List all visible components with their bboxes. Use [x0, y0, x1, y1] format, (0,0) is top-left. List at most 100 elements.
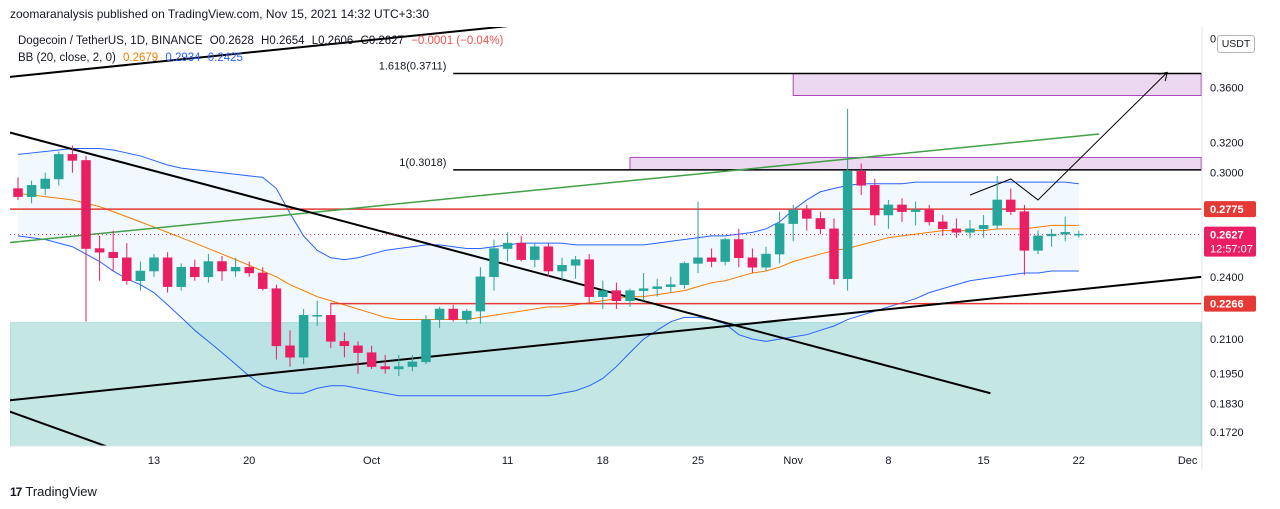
bb-basis-line[interactable] [17, 192, 1079, 321]
candle[interactable] [747, 248, 758, 273]
price-axis-label[interactable]: 0.2627 12:57:07 [1204, 226, 1256, 257]
plot-area[interactable]: 1.618(0.3711) 1(0.3018) [4, 25, 1202, 449]
candle[interactable] [938, 215, 948, 236]
candle[interactable] [258, 267, 268, 291]
candle[interactable] [992, 175, 1002, 229]
candle[interactable] [135, 261, 146, 291]
green-trendline[interactable] [4, 133, 1100, 244]
candle[interactable] [883, 199, 894, 229]
candle[interactable] [856, 163, 866, 196]
candle[interactable] [122, 243, 132, 285]
candle[interactable] [829, 218, 839, 285]
top-trendline[interactable] [4, 25, 521, 78]
candle[interactable] [1060, 216, 1070, 242]
candle[interactable] [489, 239, 499, 291]
candle[interactable] [462, 309, 472, 324]
candle[interactable] [951, 218, 962, 238]
candle[interactable] [298, 309, 309, 365]
candle[interactable] [598, 280, 608, 310]
candle[interactable] [652, 278, 662, 297]
price-axis-label[interactable]: 0.2266 [1204, 295, 1256, 312]
candle[interactable] [475, 267, 486, 324]
candle[interactable] [13, 177, 23, 200]
candle[interactable] [761, 246, 771, 272]
candle[interactable] [720, 237, 730, 266]
candle[interactable] [312, 300, 322, 326]
indicator-legend[interactable]: BB (20, close, 2, 0) 0.2679 0.2934 0.242… [18, 52, 247, 64]
candle[interactable] [353, 341, 363, 374]
candle[interactable] [448, 304, 458, 322]
candle[interactable] [965, 220, 975, 238]
candle[interactable] [584, 254, 594, 303]
candle[interactable] [734, 228, 744, 268]
x-tick-label: 22 [1073, 455, 1085, 467]
candle[interactable] [693, 201, 703, 273]
candle[interactable] [897, 198, 907, 222]
bottom-trendline[interactable] [4, 410, 113, 449]
candle[interactable] [910, 201, 921, 226]
candle[interactable] [870, 178, 880, 226]
price-axis-label[interactable]: 0.2775 [1204, 201, 1256, 218]
candle[interactable] [190, 259, 200, 281]
candle[interactable] [788, 204, 798, 242]
candle[interactable] [774, 211, 785, 264]
candle[interactable] [530, 243, 540, 268]
resistance-zone[interactable] [629, 156, 1202, 171]
candle[interactable] [924, 204, 934, 226]
candle[interactable] [244, 261, 254, 277]
candle[interactable] [557, 257, 567, 281]
currency-badge[interactable]: USDT [1217, 35, 1255, 53]
candle[interactable] [94, 235, 105, 281]
candle[interactable] [271, 284, 282, 360]
candle[interactable] [543, 243, 554, 277]
candle[interactable] [149, 254, 159, 277]
candle[interactable] [802, 204, 812, 231]
bb-lower-line[interactable] [17, 235, 1079, 397]
candle[interactable] [516, 235, 526, 262]
candle[interactable] [108, 230, 118, 272]
candle[interactable] [81, 155, 91, 322]
candle[interactable] [706, 248, 717, 268]
candle[interactable] [679, 261, 690, 289]
candle[interactable] [638, 272, 649, 301]
candle[interactable] [1074, 230, 1084, 238]
candle[interactable] [339, 332, 350, 358]
candle[interactable] [815, 211, 826, 235]
candle[interactable] [217, 255, 227, 281]
candle[interactable] [326, 302, 336, 349]
candle[interactable] [26, 180, 37, 204]
candle[interactable] [1006, 188, 1016, 216]
candle[interactable] [1033, 230, 1043, 255]
projection-path[interactable] [969, 72, 1168, 201]
candle[interactable] [611, 282, 622, 310]
candle[interactable] [40, 172, 50, 196]
candle[interactable] [54, 151, 64, 186]
x-tick-label: 18 [597, 455, 609, 467]
candle[interactable] [203, 254, 214, 283]
candle[interactable] [230, 257, 241, 277]
candle[interactable] [421, 315, 431, 365]
support-zone[interactable] [10, 322, 1202, 446]
candle[interactable] [67, 145, 78, 173]
candle[interactable] [162, 252, 173, 293]
candle[interactable] [978, 215, 989, 238]
candle[interactable] [366, 345, 377, 369]
target-zone[interactable] [792, 73, 1202, 97]
candle[interactable] [176, 263, 186, 291]
candle[interactable] [285, 330, 295, 367]
symbol-legend[interactable]: Dogecoin / TetherUS, 1D, BINANCE O0.2628… [18, 35, 507, 47]
candle[interactable] [1019, 204, 1030, 275]
candle[interactable] [380, 354, 390, 374]
candle[interactable] [407, 354, 418, 372]
footer-brand[interactable]: 17 TradingView [10, 484, 97, 499]
candle[interactable] [842, 108, 853, 291]
candle[interactable] [502, 232, 513, 262]
candle[interactable] [666, 276, 676, 293]
rising-trendline[interactable] [4, 275, 1202, 402]
candle[interactable] [394, 354, 404, 377]
candle[interactable] [1046, 228, 1057, 247]
candle[interactable] [434, 306, 445, 329]
candle[interactable] [625, 288, 635, 307]
candle[interactable] [570, 255, 581, 279]
